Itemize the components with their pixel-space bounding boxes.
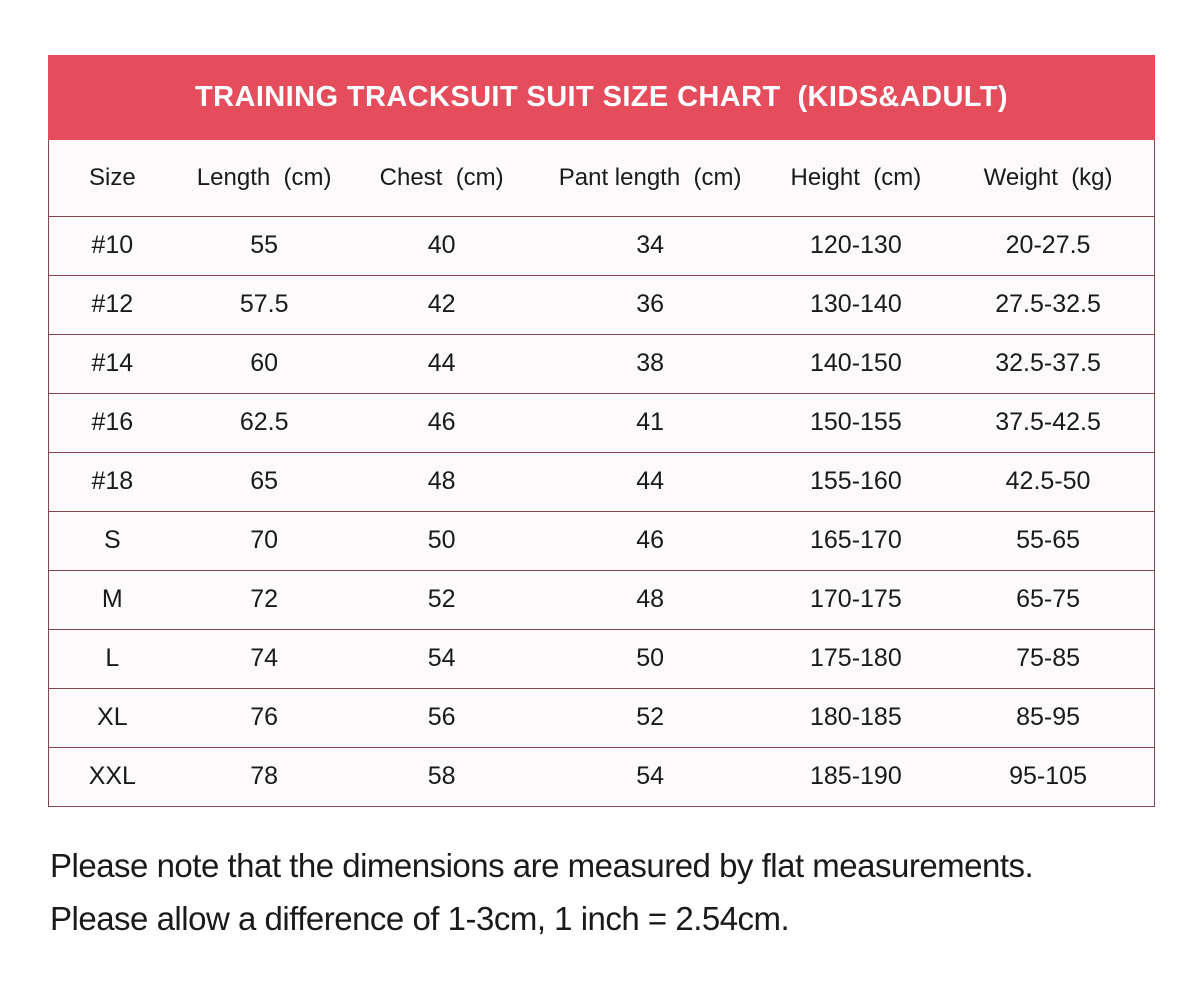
table-cell: 170-175 — [809, 585, 902, 613]
table-row: XL 76 56 52 180-185 85-95 — [48, 688, 1155, 747]
table-cell: 50 — [636, 644, 665, 672]
table-cell: 74 — [250, 644, 279, 672]
size-table: Size Length (cm) Chest (cm) Pant length (cm… — [48, 140, 1155, 807]
table-cell: #14 — [91, 349, 134, 377]
table-cell: 42 — [427, 290, 456, 318]
table-cell: 55 — [250, 231, 279, 259]
column-header: Height (cm) — [790, 163, 922, 191]
table-cell: 44 — [427, 349, 456, 377]
table-cell: 48 — [427, 467, 456, 495]
table-cell: 36 — [636, 290, 665, 318]
column-header: Chest (cm) — [379, 163, 504, 191]
table-cell: 57.5 — [239, 290, 289, 318]
table-cell: 120-130 — [809, 231, 902, 259]
table-cell: 40 — [427, 231, 456, 259]
note-line: Please allow a difference of 1-3cm, 1 in… — [50, 899, 790, 937]
table-cell: #16 — [91, 408, 134, 436]
table-row: #10 55 40 34 120-130 20-27.5 — [48, 216, 1155, 275]
table-cell: 46 — [427, 408, 456, 436]
table-cell: 78 — [250, 762, 279, 790]
table-cell: #12 — [91, 290, 134, 318]
column-header: Weight (kg) — [983, 163, 1113, 191]
table-cell: 75-85 — [1016, 644, 1081, 672]
table-cell: S — [104, 526, 121, 554]
table-cell: 52 — [427, 585, 456, 613]
table-cell: 34 — [636, 231, 665, 259]
chart-title-bar: TRAINING TRACKSUIT SUIT SIZE CHART (KIDS… — [48, 55, 1155, 140]
chart-title: TRAINING TRACKSUIT SUIT SIZE CHART (KIDS… — [195, 81, 1008, 113]
column-header: Size — [89, 163, 136, 191]
table-cell: 54 — [636, 762, 665, 790]
table-cell: 48 — [636, 585, 665, 613]
table-row: #12 57.5 42 36 130-140 27.5-32.5 — [48, 275, 1155, 334]
table-cell: 140-150 — [809, 349, 902, 377]
table-header-row: Size Length (cm) Chest (cm) Pant length (cm… — [48, 140, 1155, 216]
table-row: #14 60 44 38 140-150 32.5-37.5 — [48, 334, 1155, 393]
table-cell: 60 — [250, 349, 279, 377]
table-cell: 52 — [636, 703, 665, 731]
table-cell: 62.5 — [239, 408, 289, 436]
note-line: Please note that the dimensions are meas… — [50, 846, 1034, 884]
table-cell: 32.5-37.5 — [995, 349, 1101, 377]
table-cell: 56 — [427, 703, 456, 731]
table-cell: 46 — [636, 526, 665, 554]
size-chart: TRAINING TRACKSUIT SUIT SIZE CHART (KIDS… — [48, 55, 1155, 945]
table-row: #16 62.5 46 41 150-155 37.5-42.5 — [48, 393, 1155, 452]
table-row: #18 65 48 44 155-160 42.5-50 — [48, 452, 1155, 511]
table-body: #10 55 40 34 120-130 20-27.5 #12 57.5 42 36 130-14… — [48, 216, 1155, 806]
table-cell: 58 — [427, 762, 456, 790]
table-cell: 27.5-32.5 — [995, 290, 1101, 318]
table-row: L 74 54 50 175-180 75-85 — [48, 629, 1155, 688]
table-cell: 85-95 — [1016, 703, 1081, 731]
table-cell: 37.5-42.5 — [995, 408, 1101, 436]
table-cell: 130-140 — [809, 290, 902, 318]
table-cell: 155-160 — [809, 467, 902, 495]
column-header: Length (cm) — [196, 163, 332, 191]
column-header: Pant length (cm) — [558, 163, 742, 191]
table-cell: 65-75 — [1016, 585, 1081, 613]
table-cell: 76 — [250, 703, 279, 731]
table-cell: 65 — [250, 467, 279, 495]
table-cell: 20-27.5 — [1005, 231, 1091, 259]
table-row: XXL 78 58 54 185-190 95-105 — [49, 747, 1155, 806]
table-cell: 72 — [250, 585, 279, 613]
table-row: M 72 52 48 170-175 65-75 — [48, 570, 1155, 629]
table-cell: 42.5-50 — [1005, 467, 1091, 495]
table-cell: 185-190 — [809, 762, 902, 790]
table-cell: 55-65 — [1016, 526, 1081, 554]
table-cell: 44 — [636, 467, 665, 495]
table-cell: 50 — [427, 526, 456, 554]
table-cell: 41 — [636, 408, 665, 436]
table-cell: #10 — [91, 231, 134, 259]
table-cell: 150-155 — [809, 408, 902, 436]
table-cell: 175-180 — [809, 644, 902, 672]
table-cell: 95-105 — [1009, 762, 1087, 790]
table-cell: 54 — [427, 644, 456, 672]
table-cell: 180-185 — [809, 703, 902, 731]
table-cell: 38 — [636, 349, 665, 377]
table-cell: L — [105, 644, 120, 672]
table-cell: #18 — [91, 467, 134, 495]
table-row: S 70 50 46 165-170 55-65 — [48, 511, 1155, 570]
table-cell: 165-170 — [809, 526, 902, 554]
table-cell: 70 — [250, 526, 279, 554]
notes: Please note that the dimensions are meas… — [50, 807, 1155, 945]
table-cell: XL — [97, 703, 128, 731]
table-cell: M — [101, 585, 123, 613]
table-cell: XXL — [88, 762, 136, 790]
